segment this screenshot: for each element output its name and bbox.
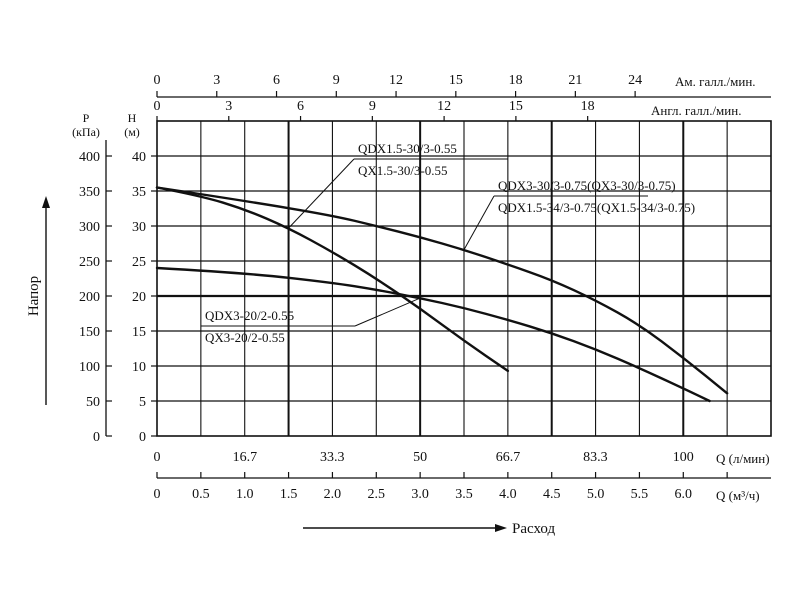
y-axis-title: Напор <box>26 276 42 316</box>
m3h-tick-label: 5.5 <box>631 487 649 502</box>
pressure-axis-unit: (кПа) <box>72 125 100 139</box>
head-tick-label: 10 <box>132 360 146 375</box>
lmin-tick-label: 50 <box>413 450 427 465</box>
m3h-tick-label: 0 <box>154 487 161 502</box>
pressure-tick-label: 300 <box>79 220 100 235</box>
m3h-tick-label: 4.5 <box>543 487 561 502</box>
usgpm-tick-label: 6 <box>273 73 280 88</box>
head-tick-label: 5 <box>139 395 146 410</box>
label-qdx1-5-30-text: QDX1.5-30/3-0.55 <box>358 141 457 156</box>
head-tick-label: 20 <box>132 290 146 305</box>
pressure-tick-label: 350 <box>79 185 100 200</box>
ukgpm-tick-label: 3 <box>225 99 232 114</box>
pressure-tick-label: 250 <box>79 255 100 270</box>
usgpm-tick-label: 12 <box>389 73 403 88</box>
m3h-tick-label: 5.0 <box>587 487 605 502</box>
ukgpm-tick-label: 0 <box>154 99 161 114</box>
head-tick-label: 35 <box>132 185 146 200</box>
label-qdx1-5-30-alt-text: QX1.5-30/3-0.55 <box>358 163 448 178</box>
axes: 0510152025303540050100150200250300350400… <box>79 73 772 502</box>
usgpm-tick-label: 24 <box>628 73 642 88</box>
ukgpm-tick-label: 9 <box>369 99 376 114</box>
head-tick-label: 30 <box>132 220 146 235</box>
lmin-tick-label: 16.7 <box>233 450 258 465</box>
ukgpm-tick-label: 6 <box>297 99 304 114</box>
m3h-tick-label: 1.5 <box>280 487 298 502</box>
m3h-tick-label: 1.0 <box>236 487 254 502</box>
head-tick-label: 15 <box>132 325 146 340</box>
m3h-tick-label: 3.0 <box>411 487 429 502</box>
curve-labels: QDX1.5-30/3-0.55 QX1.5-30/3-0.55 QDX3-30/3… <box>201 141 695 345</box>
head-axis-unit: (м) <box>124 125 140 139</box>
pressure-axis-label: P <box>83 111 90 125</box>
m3h-tick-label: 6.0 <box>675 487 693 502</box>
ukgpm-tick-label: 18 <box>581 99 595 114</box>
usgpm-tick-label: 15 <box>449 73 463 88</box>
ukgpm-tick-label: 12 <box>437 99 451 114</box>
y-axis-arrow-head <box>42 196 50 208</box>
label-qdx3-20-leader <box>354 297 421 327</box>
curve-2 <box>155 186 729 395</box>
head-tick-label: 40 <box>132 150 146 165</box>
pressure-tick-label: 200 <box>79 290 100 305</box>
m3h-axis-label: Q (м³/ч) <box>716 488 760 503</box>
usgpm-tick-label: 9 <box>333 73 340 88</box>
lmin-axis-label: Q (л/мин) <box>716 451 770 466</box>
curves <box>155 186 729 403</box>
curve-3 <box>155 266 711 403</box>
head-tick-label: 0 <box>139 430 146 445</box>
x-axis-arrow-head <box>495 524 507 532</box>
label-qdx3-30-alt-text: QDX1.5-34/3-0.75(QX1.5-34/3-0.75) <box>498 200 695 215</box>
m3h-tick-label: 4.0 <box>499 487 517 502</box>
label-qdx3-30-text: QDX3-30/3-0.75(QX3-30/3-0.75) <box>498 178 676 193</box>
usgpm-tick-label: 3 <box>213 73 220 88</box>
curve-1 <box>155 186 510 373</box>
ukgpm-tick-label: 15 <box>509 99 523 114</box>
pressure-tick-label: 50 <box>86 395 100 410</box>
pressure-tick-label: 100 <box>79 360 100 375</box>
m3h-tick-label: 2.5 <box>368 487 386 502</box>
lmin-tick-label: 0 <box>154 450 161 465</box>
m3h-tick-label: 0.5 <box>192 487 210 502</box>
usgpm-tick-label: 18 <box>509 73 523 88</box>
usgpm-tick-label: 0 <box>154 73 161 88</box>
pressure-tick-label: 0 <box>93 430 100 445</box>
pressure-tick-label: 400 <box>79 150 100 165</box>
plot-frame <box>156 120 772 437</box>
usgpm-axis-label: Ам. галл./мин. <box>675 74 756 89</box>
head-tick-label: 25 <box>132 255 146 270</box>
label-qdx3-20-text: QDX3-20/2-0.55 <box>205 308 294 323</box>
ukgpm-axis-label: Англ. галл./мин. <box>651 103 741 118</box>
x-axis-title: Расход <box>512 521 555 537</box>
grid <box>157 121 771 436</box>
head-axis-label: H <box>128 111 137 125</box>
label-qdx1-5-30-leader <box>288 158 355 229</box>
m3h-tick-label: 2.0 <box>324 487 342 502</box>
label-qdx3-30-leader <box>463 195 495 251</box>
label-qdx3-20-alt-text: QX3-20/2-0.55 <box>205 330 285 345</box>
lmin-tick-label: 100 <box>673 450 694 465</box>
m3h-tick-label: 3.5 <box>455 487 473 502</box>
lmin-tick-label: 33.3 <box>320 450 345 465</box>
lmin-tick-label: 66.7 <box>496 450 521 465</box>
lmin-tick-label: 83.3 <box>583 450 608 465</box>
pressure-tick-label: 150 <box>79 325 100 340</box>
usgpm-tick-label: 21 <box>568 73 582 88</box>
